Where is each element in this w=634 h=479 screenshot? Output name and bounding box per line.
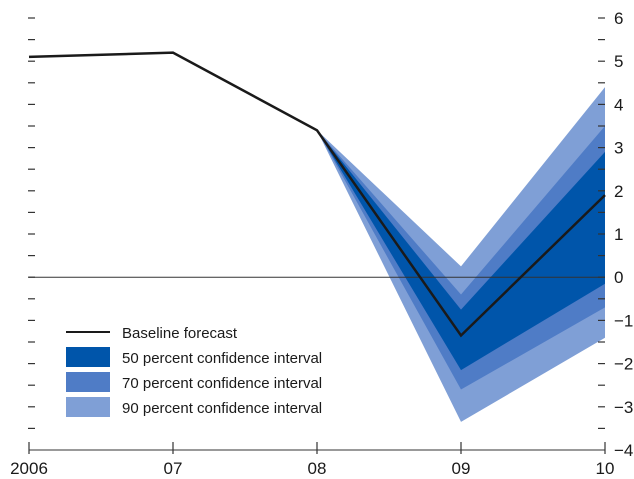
- legend-swatch: [66, 397, 110, 417]
- y-tick-label: 5: [614, 52, 623, 71]
- x-axis-ticks: [28, 442, 606, 454]
- right-axis-ticks: [598, 17, 605, 429]
- left-axis-ticks: [28, 17, 35, 429]
- x-axis-labels: 2006 07 08 09 10: [10, 459, 614, 478]
- baseline-forecast-line: [28, 51, 606, 338]
- right-axis-labels: 6 5 4 3 2 1 0 −1 −2 −3 −4: [614, 9, 633, 460]
- y-tick-label: −4: [614, 441, 633, 460]
- confidence-bands: [317, 87, 605, 422]
- legend-label: 50 percent confidence interval: [122, 350, 322, 367]
- legend-label: Baseline forecast: [122, 325, 238, 342]
- x-tick-label: 2006: [10, 459, 48, 478]
- legend-label: 70 percent confidence interval: [122, 375, 322, 392]
- y-tick-label: 3: [614, 139, 623, 158]
- legend-swatch: [66, 347, 110, 367]
- x-tick-label: 08: [308, 459, 327, 478]
- y-tick-label: 4: [614, 95, 623, 114]
- y-tick-label: −3: [614, 398, 633, 417]
- y-tick-label: 6: [614, 9, 623, 28]
- y-tick-label: 2: [614, 182, 623, 201]
- y-tick-label: −1: [614, 311, 633, 330]
- legend-swatch: [66, 372, 110, 392]
- y-tick-label: 0: [614, 268, 623, 287]
- legend-label: 90 percent confidence interval: [122, 400, 322, 417]
- band-50-percent: [317, 130, 605, 371]
- legend: Baseline forecast 50 percent confidence i…: [66, 325, 322, 417]
- y-tick-label: 1: [614, 225, 623, 244]
- y-tick-label: −2: [614, 355, 633, 374]
- x-tick-label: 07: [164, 459, 183, 478]
- x-tick-label: 09: [452, 459, 471, 478]
- x-tick-label: 10: [596, 459, 615, 478]
